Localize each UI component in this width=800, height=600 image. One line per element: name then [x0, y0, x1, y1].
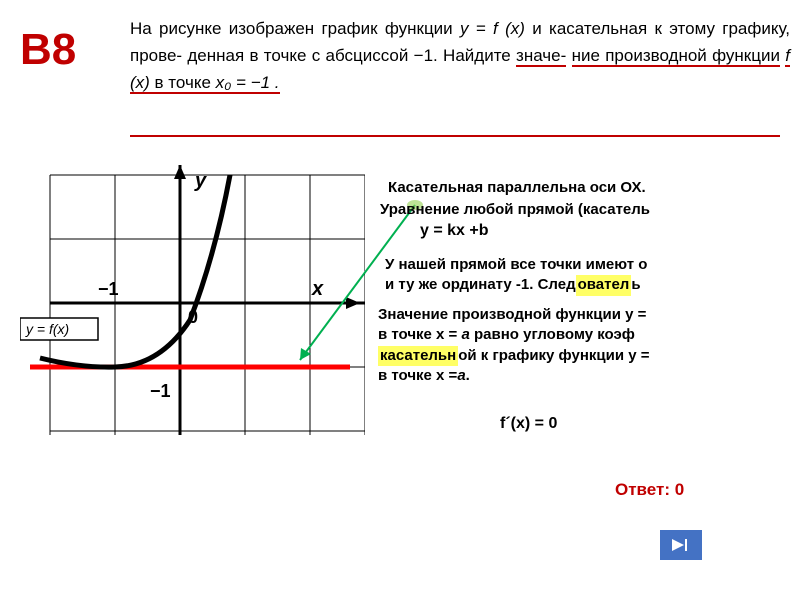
task-text-4: в точке	[150, 73, 216, 94]
highlight-2: касательн	[378, 346, 458, 366]
slide-container: В8 На рисунке изображен график функции y…	[0, 0, 800, 600]
formula-ykxb: у = kx +b	[420, 222, 489, 240]
underlined-2: ние производной функции	[572, 46, 780, 67]
task-text-1: На рисунке изображен график функции	[130, 19, 453, 38]
eq-x0: x₀ = −1 .	[216, 73, 280, 94]
exp-line2: Уравнение любой прямой (касатель	[380, 200, 650, 220]
exp-line3: У нашей прямой все точки имеют о и ту же…	[385, 255, 647, 296]
exp-line1: Касательная параллельна оси ОХ.	[388, 178, 646, 198]
formula-fprime: f´(x) = 0	[500, 415, 557, 433]
neg1-x-label: −1	[98, 279, 119, 299]
exp-line4: Значение производной функции у = в точке…	[378, 305, 650, 386]
task-description: На рисунке изображен график функции y = …	[130, 15, 790, 97]
underlined-1: значе-	[516, 46, 566, 67]
neg1-y-label: −1	[150, 381, 171, 401]
answer-text: Ответ: 0	[615, 480, 684, 500]
func-label: y = f(x)	[25, 321, 69, 337]
eq-yfx: y = f (x)	[460, 19, 525, 38]
origin-label: 0	[188, 307, 198, 327]
red-underline-bar	[130, 135, 780, 137]
task-text-3: денная в точке с абсциссой −1. Найдите	[187, 46, 516, 65]
y-axis-label: y	[194, 170, 207, 192]
arrow-right-icon	[670, 537, 692, 553]
highlight-1: овател	[576, 275, 632, 295]
next-button[interactable]	[660, 530, 702, 560]
task-number: В8	[20, 25, 76, 75]
